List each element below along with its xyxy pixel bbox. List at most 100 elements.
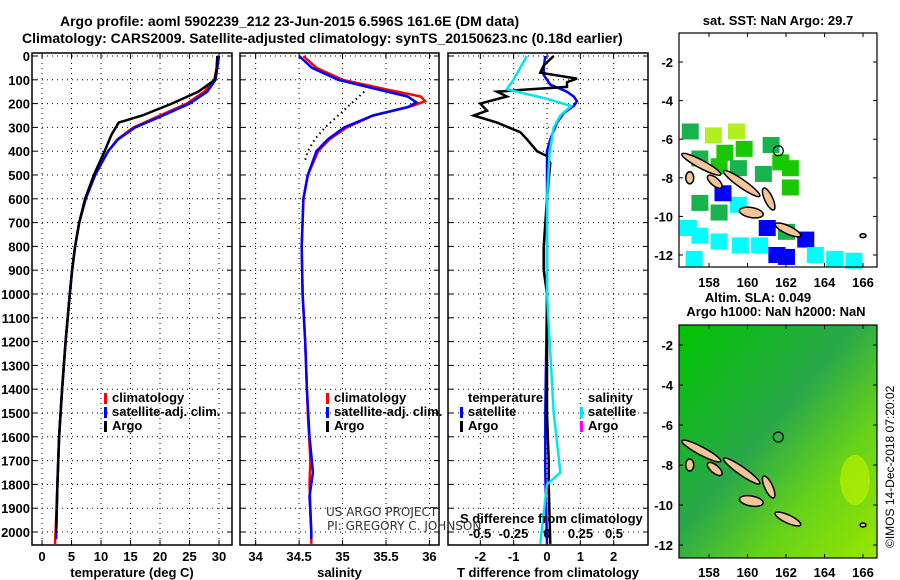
- lat-tick-label: -8: [661, 458, 673, 473]
- y-tick-label: 1400: [1, 382, 30, 397]
- x-tick-label: 25: [182, 549, 196, 564]
- x-tick-label: 15: [123, 549, 137, 564]
- legend-swatch: [104, 407, 107, 418]
- island-landmass: [681, 152, 722, 176]
- legend-label: Argo: [468, 418, 498, 433]
- x-tick-label: 0: [38, 549, 45, 564]
- y-tick-label: 600: [8, 192, 30, 207]
- legend-label: satellite-adj. clim.: [334, 404, 442, 419]
- x-tick-label: -2: [475, 549, 487, 564]
- y-tick-label: 1000: [1, 287, 30, 302]
- island-landmass: [706, 174, 723, 189]
- x-tick-label: 0: [543, 549, 550, 564]
- sst-cell: [727, 123, 745, 140]
- legend-swatch: [326, 407, 329, 418]
- sst-cell: [691, 194, 709, 211]
- legend-label: satellite-adj. clim.: [112, 404, 220, 419]
- y-tick-label: 1800: [1, 477, 30, 492]
- sst-cell: [714, 185, 732, 202]
- series-line-t-argo: [469, 55, 578, 544]
- y-tick-label: 1300: [1, 358, 30, 373]
- title-line-2: Climatology: CARS2009. Satellite-adjuste…: [22, 30, 623, 46]
- lat-tick-label: -6: [661, 132, 673, 147]
- lon-tick-label: 166: [852, 565, 874, 580]
- legend-swatch: [460, 407, 463, 418]
- x2-tick-label: -0.25: [499, 526, 529, 541]
- x2-axis-label: S difference from climatology: [460, 511, 644, 526]
- credit-project: US ARGO PROJECT: [326, 505, 438, 519]
- island-landmass: [685, 171, 695, 185]
- sst-cell: [716, 144, 734, 161]
- island-landmass: [738, 206, 764, 219]
- panel-frame: [239, 52, 440, 546]
- sst-cell: [797, 231, 815, 248]
- y-tick-label: 300: [8, 120, 30, 135]
- island-landmass: [706, 461, 723, 477]
- sst-cell: [681, 123, 699, 140]
- lat-tick-label: -4: [661, 94, 673, 109]
- y-tick-label: 1600: [1, 430, 30, 445]
- legend-label: climatology: [334, 390, 407, 405]
- lon-tick-label: 162: [775, 565, 797, 580]
- island-landmass: [859, 522, 867, 528]
- legend-title: salinity: [588, 390, 634, 405]
- island-landmass: [722, 169, 761, 198]
- y-tick-label: 700: [8, 216, 30, 231]
- y-tick-label: 200: [8, 97, 30, 112]
- sst-cell: [731, 237, 749, 254]
- lon-tick-label: 162: [775, 275, 797, 290]
- lon-tick-label: 164: [814, 275, 836, 290]
- series-line-climatology: [300, 55, 428, 544]
- panel-frame: [447, 52, 649, 546]
- y-tick-label: 2000: [1, 525, 30, 540]
- lat-tick-label: -12: [654, 248, 673, 263]
- island-landmass: [859, 232, 867, 239]
- legend-swatch: [460, 421, 463, 432]
- sst-cell: [778, 248, 795, 265]
- sst-cell: [845, 252, 863, 269]
- x-tick-label: 2: [610, 549, 617, 564]
- sst-cell: [806, 247, 824, 263]
- y-tick-label: 500: [8, 168, 30, 183]
- series-line-s-satellite: [504, 55, 574, 545]
- x-tick-label: 30: [212, 549, 226, 564]
- y-tick-label: 1100: [2, 311, 30, 326]
- y-tick-label: 400: [8, 144, 30, 159]
- sst-cell: [710, 204, 728, 221]
- series-line-satellite-adj-clim-: [54, 55, 221, 540]
- copyright: ©IMOS 14-Dec-2018 07:20:02: [883, 385, 897, 548]
- credit-pi: PI: GREGORY C. JOHNSON: [327, 519, 481, 533]
- legend-label: Argo: [112, 418, 142, 433]
- y-tick-label: 900: [8, 263, 30, 278]
- sst-cell: [751, 237, 769, 254]
- x-tick-label: 10: [94, 549, 108, 564]
- lat-tick-label: -2: [661, 338, 673, 353]
- sst-cell: [762, 136, 780, 153]
- legend-swatch: [326, 393, 329, 404]
- y-tick-label: 100: [8, 73, 30, 88]
- sst-cell: [710, 233, 728, 250]
- lon-tick-label: 158: [698, 565, 720, 580]
- lat-tick-label: -4: [661, 378, 673, 393]
- x-tick-label: 35: [335, 549, 349, 564]
- map-frame: [678, 324, 878, 559]
- island-landmass: [738, 494, 764, 508]
- map-title: sat. SST: NaN Argo: 29.7: [703, 13, 854, 28]
- lat-tick-label: -8: [661, 171, 673, 186]
- x2-tick-label: 0.25: [568, 526, 593, 541]
- y-tick-label: 1500: [1, 406, 30, 421]
- island-landmass: [761, 187, 776, 211]
- legend-label: Argo: [334, 418, 364, 433]
- legend-swatch: [104, 421, 107, 432]
- legend-label: Argo: [588, 418, 618, 433]
- sst-cell: [781, 160, 799, 177]
- y-tick-label: 1200: [1, 335, 30, 350]
- legend-label: climatology: [112, 390, 185, 405]
- series-line-satellite-adj-clim-: [298, 55, 419, 540]
- lon-tick-label: 158: [698, 275, 720, 290]
- y-tick-label: 1700: [1, 454, 30, 469]
- x-tick-label: -1: [508, 549, 520, 564]
- island-landmass: [685, 458, 695, 472]
- lon-tick-label: 160: [737, 565, 759, 580]
